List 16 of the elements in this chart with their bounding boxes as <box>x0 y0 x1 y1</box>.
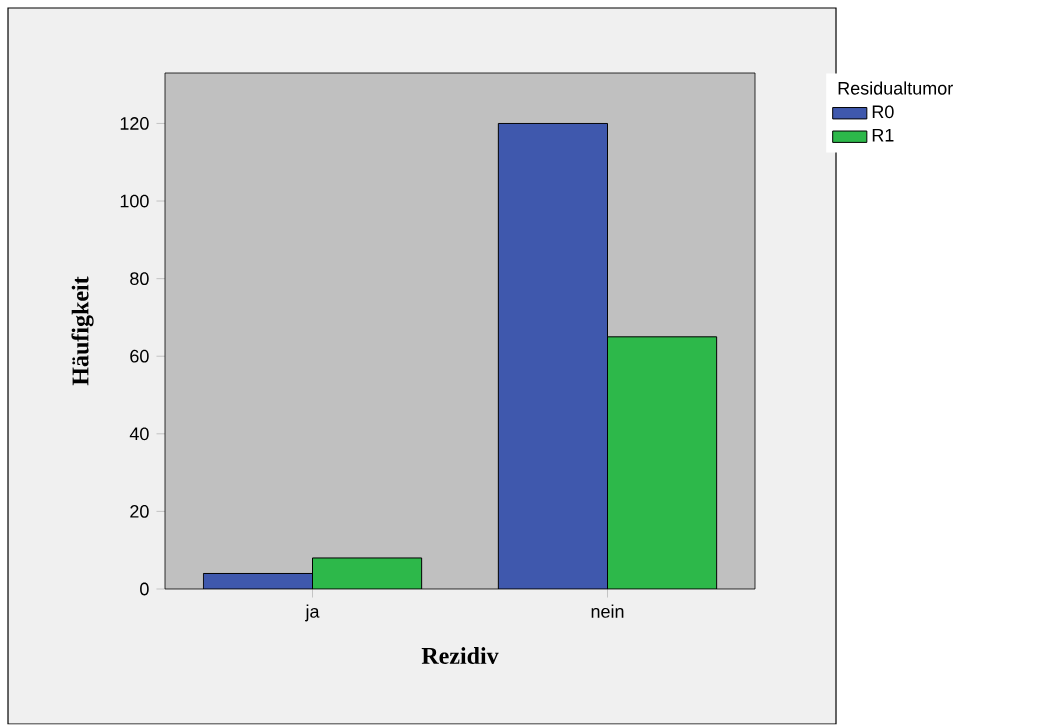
legend-title: Residualtumor <box>838 81 953 95</box>
y-tick-label: 20 <box>130 505 149 518</box>
y-tick-label: 0 <box>140 582 149 596</box>
y-axis-title: Häufigkeit <box>71 276 94 386</box>
legend-label: R1 <box>872 129 894 142</box>
x-tick-label: nein <box>591 604 624 619</box>
y-tick-label: 80 <box>130 272 149 286</box>
legend-label: R0 <box>872 105 894 119</box>
y-tick-label: 60 <box>130 350 149 363</box>
bar <box>607 336 718 590</box>
bar <box>312 557 423 590</box>
y-tick-label: 40 <box>129 427 149 441</box>
y-tick-label: 100 <box>120 194 149 208</box>
x-axis-title: Rezidiv <box>421 647 499 665</box>
y-tick-label: 120 <box>120 117 149 131</box>
x-tick-label: ja <box>305 604 320 622</box>
